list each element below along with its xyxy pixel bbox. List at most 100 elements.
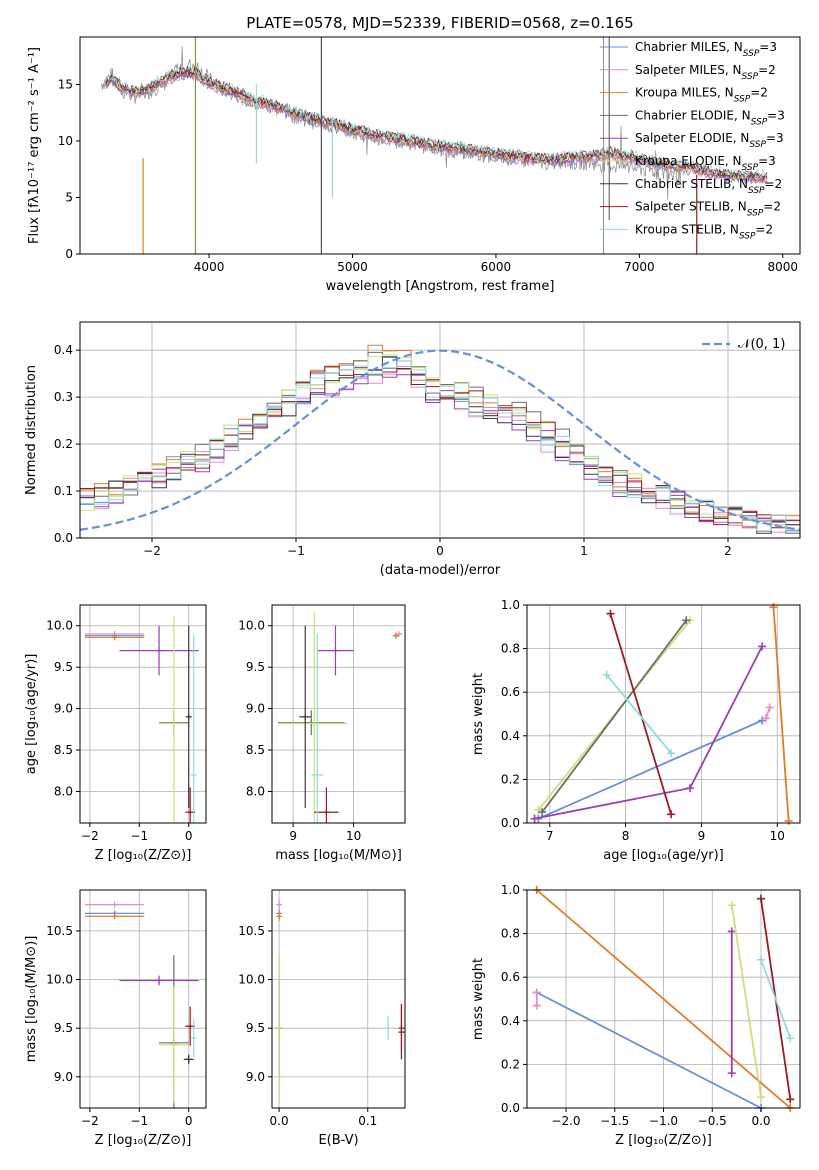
x-tick-label: 0.0 <box>751 1114 770 1128</box>
x-tick-label: −1 <box>130 1114 148 1128</box>
series-line-chabrier_miles <box>538 719 763 820</box>
legend-label-salpeter_stelib: Salpeter STELIB, NSSP=2 <box>635 200 781 219</box>
marker-salpeter_elodie <box>727 927 736 936</box>
x-tick-label: 0 <box>436 544 444 558</box>
x-axis-label: wavelength [Angstrom, rest frame] <box>326 279 555 294</box>
y-axis-label: mass [log₁₀(M/M⊙)] <box>24 936 39 1063</box>
residuals-plot-area <box>80 344 800 534</box>
y-tick-label: 0.0 <box>501 816 520 830</box>
marker-salpeter_elodie <box>686 784 695 793</box>
model-kroupa_stelib-line <box>105 65 768 179</box>
mass_vs_ebv-plot-area <box>276 899 405 1102</box>
y-tick-label: 0.4 <box>501 729 520 743</box>
marker-salpeter_stelib <box>786 1095 795 1104</box>
point-kroupa_stelib <box>190 1034 197 1041</box>
point-kroupa_miles <box>111 913 118 920</box>
y-tick-label: 9.5 <box>246 660 265 674</box>
x-tick-label: −2.0 <box>551 1114 580 1128</box>
spectrum-panel: 4000 5000 6000 7000 8000 0 5 10 15 wavelength [An… <box>27 36 801 294</box>
y-tick-label: 0.2 <box>501 772 520 786</box>
y-tick-label: 10.5 <box>238 924 265 938</box>
legend-label-kroupa_stelib: Kroupa STELIB, NSSP=2 <box>635 222 773 241</box>
y-axis-label: mass weight <box>471 673 486 755</box>
y-tick-label: 8.0 <box>54 785 73 799</box>
point-salpeter_stelib <box>187 809 194 816</box>
y-tick-label: 10.0 <box>238 973 265 987</box>
x-tick-label: 6000 <box>481 260 512 274</box>
marker-salpeter_stelib <box>757 894 765 903</box>
y-tick-label: 5 <box>65 190 73 204</box>
legend-label-normal: 𝒩(0, 1) <box>738 337 785 352</box>
spectrum-plot-area <box>101 37 768 254</box>
point-kroupa_elodie <box>170 1041 177 1048</box>
point-salpeter_stelib <box>398 1025 405 1032</box>
x-axis-label: Z [log₁₀(Z/Z⊙)] <box>615 1133 712 1148</box>
y-tick-label: 0.0 <box>54 531 73 545</box>
legend-label-chabrier_miles: Chabrier MILES, NSSP=3 <box>635 40 777 59</box>
y-tick-label: 8.5 <box>54 743 73 757</box>
marker-kroupa_stelib <box>786 1034 795 1043</box>
histogram-kroupa_stelib <box>80 360 800 532</box>
x-tick-label: 2 <box>724 544 732 558</box>
x-tick-label: −1.0 <box>649 1114 678 1128</box>
weight_vs_age-plot-area <box>530 603 793 825</box>
y-tick-label: 9.5 <box>54 660 73 674</box>
observed-spectrum-line <box>101 46 683 200</box>
x-tick-label: −0.5 <box>698 1114 727 1128</box>
x-tick-label: 9 <box>698 829 706 843</box>
marker-salpeter_miles <box>765 703 774 712</box>
point-kroupa_elodie <box>170 720 177 727</box>
axes-frame <box>271 889 406 1109</box>
x-tick-label: −2 <box>81 1114 99 1128</box>
y-tick-label: 8.5 <box>246 743 265 757</box>
age_vs_mass-plot-area <box>278 611 402 823</box>
point-salpeter_elodie <box>156 647 163 654</box>
series-line-kroupa_miles <box>772 607 790 821</box>
y-tick-label: 1.0 <box>501 598 520 612</box>
model-salpeter_stelib-line <box>105 65 768 179</box>
y-tick-label: 10 <box>58 134 73 148</box>
point-salpeter_stelib <box>323 809 330 816</box>
age-vs-mass-panel: 9 10 8.0 8.5 9.0 9.5 10.0 mass [log₁₀(M/M⊙)] <box>238 604 406 863</box>
axes-frame <box>526 604 801 824</box>
weight-vs-age-panel: 7 8 9 10 0.0 0.2 0.4 0.6 0.8 1.0 age [log₁₀(age/yr… <box>471 598 801 863</box>
x-tick-label: 0.0 <box>270 1114 289 1128</box>
point-kroupa_miles <box>392 632 399 639</box>
y-tick-label: 0.8 <box>501 927 520 941</box>
y-tick-label: 9.0 <box>246 702 265 716</box>
x-tick-label: 10 <box>770 829 785 843</box>
y-tick-label: 9.5 <box>246 1021 265 1035</box>
y-tick-label: 15 <box>58 77 73 91</box>
residuals-panel: −2 −1 0 1 2 0.0 0.1 0.2 0.3 0.4 (data-model)/error… <box>24 321 801 578</box>
y-tick-label: 0 <box>65 247 73 261</box>
marker-kroupa_miles <box>784 816 793 825</box>
y-axis-label: Normed distribution <box>24 365 39 495</box>
x-tick-label: 5000 <box>337 260 368 274</box>
y-tick-label: 9.0 <box>54 702 73 716</box>
series-line-salpeter_stelib <box>609 613 672 815</box>
figure-title: PLATE=0578, MJD=52339, FIBERID=0568, z=0… <box>246 14 633 32</box>
x-tick-label: 10 <box>346 829 361 843</box>
point-salpeter_miles <box>111 901 118 908</box>
x-tick-label: 8 <box>622 829 630 843</box>
y-tick-label: 0.2 <box>54 437 73 451</box>
series-line-kroupa_miles <box>536 889 791 1109</box>
weight_vs_Z-plot-area <box>532 886 795 1112</box>
y-tick-label: 0.6 <box>501 685 520 699</box>
point-kroupa_stelib <box>385 1025 392 1032</box>
y-tick-label: 10.0 <box>46 619 73 633</box>
x-tick-label: 0 <box>185 829 193 843</box>
y-tick-label: 8.0 <box>246 785 265 799</box>
series-line-chabrier_elodie <box>541 619 688 813</box>
y-axis-label: mass weight <box>471 958 486 1040</box>
x-axis-label: mass [log₁₀(M/M⊙)] <box>275 848 402 863</box>
axes-frame <box>79 889 207 1109</box>
point-salpeter_miles <box>395 631 402 638</box>
marker-salpeter_elodie <box>758 642 767 651</box>
point-kroupa_miles <box>276 913 283 920</box>
axes-frame <box>79 604 207 824</box>
marker-kroupa_elodie <box>727 901 736 910</box>
axes-frame <box>79 36 801 255</box>
y-axis-label: age [log₁₀(age/yr)] <box>24 654 39 775</box>
